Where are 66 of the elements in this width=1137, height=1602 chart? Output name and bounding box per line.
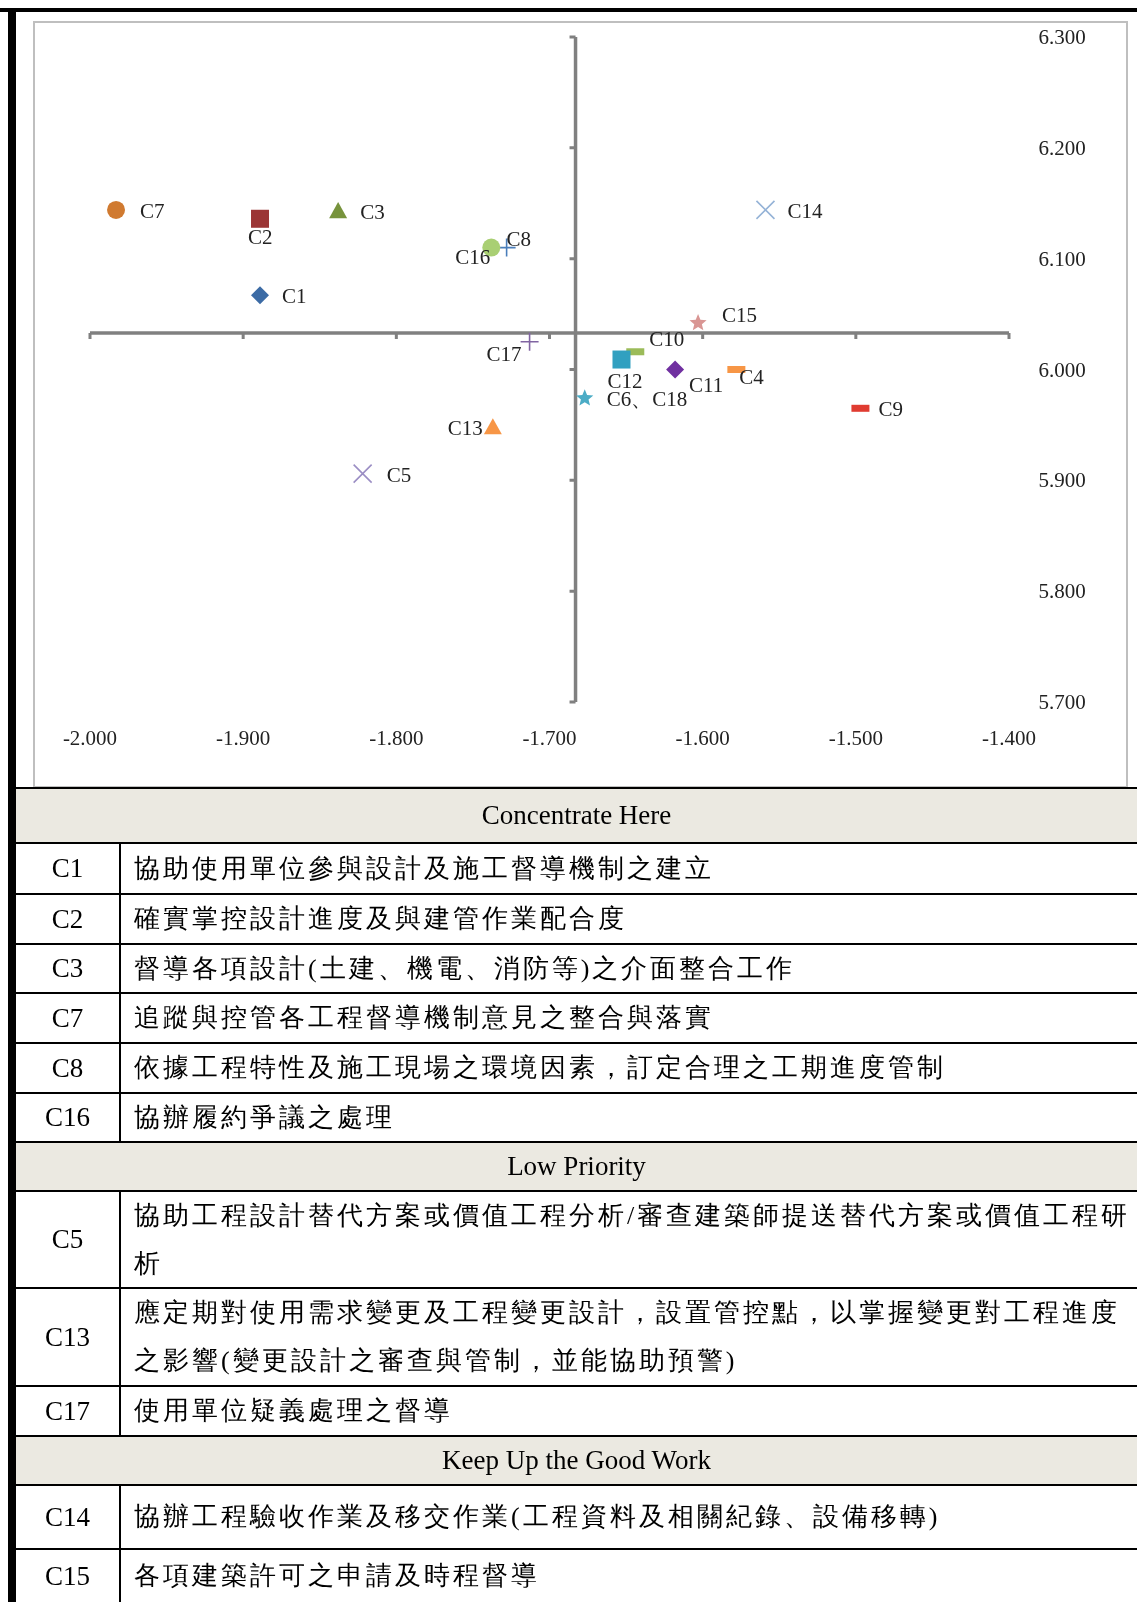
- x-tick-label: -1.800: [369, 726, 424, 750]
- series-label: C13: [447, 416, 483, 441]
- x-tick-label: -2.000: [62, 726, 118, 750]
- series-label: C11: [689, 372, 724, 397]
- text: 依據工程特性及施工現場之環境因素，訂定合理之工期進度管制: [134, 1052, 947, 1084]
- text: C7: [16, 994, 121, 1042]
- text: 追蹤與控管各工程督導機制意見之整合與落實: [134, 1002, 715, 1034]
- x-tick-label: -1.900: [216, 726, 271, 750]
- series-label: C3: [360, 200, 385, 225]
- y-tick-label: 5.800: [1038, 579, 1086, 604]
- series-label: C14: [787, 198, 823, 223]
- point: [612, 350, 631, 369]
- point: [666, 360, 685, 379]
- x-tick-label: -1.400: [981, 726, 1037, 750]
- text: 使用單位疑義處理之督導: [134, 1395, 454, 1427]
- point: [755, 200, 776, 220]
- text: C15: [16, 1550, 121, 1602]
- text: 協辦履約爭議之處理: [134, 1101, 396, 1134]
- text: C5: [16, 1192, 121, 1287]
- series-label: C4: [739, 364, 765, 389]
- y-tick-label: 6.100: [1038, 246, 1086, 271]
- series-label: C8: [506, 226, 532, 251]
- text: 應定期對使用需求變更及工程變更設計，設置管控點，以掌握變更對工程進度之影響(變更設計之審查與管制，並能協助預警): [134, 1297, 1121, 1377]
- x-tick-label: -1.500: [828, 726, 883, 750]
- point: [519, 331, 540, 352]
- series-label: C16: [455, 244, 491, 269]
- series-label: C7: [140, 198, 165, 223]
- point: [352, 463, 373, 484]
- series-label: C5: [386, 462, 412, 487]
- y-tick-label: 6.200: [1038, 135, 1086, 160]
- series-label: C17: [486, 341, 522, 366]
- text: Concentrate Here: [16, 787, 1137, 842]
- y-tick-label: 6.000: [1038, 357, 1086, 382]
- text: C1: [16, 844, 121, 893]
- text: Keep Up the Good Work: [16, 1435, 1137, 1484]
- x-tick-label: -1.700: [522, 726, 577, 750]
- text: C17: [16, 1387, 121, 1435]
- series-label: C1: [282, 284, 307, 309]
- point: [329, 202, 348, 219]
- series-label: C2: [248, 224, 273, 249]
- point: [483, 418, 502, 435]
- x-tick-label: -1.600: [675, 726, 730, 750]
- text: 協助使用單位參與設計及施工督導機制之建立: [134, 852, 715, 885]
- text: 協辦工程驗收作業及移交作業(工程資料及相關紀錄、設備移轉): [134, 1501, 942, 1533]
- text: 督導各項設計(土建、機電、消防等)之介面整合工作: [134, 952, 797, 985]
- y-tick-label: 5.900: [1038, 468, 1086, 493]
- text: Low Priority: [16, 1141, 1137, 1190]
- text: C14: [16, 1486, 121, 1548]
- point: [251, 209, 270, 228]
- series-label: C15: [722, 302, 758, 327]
- text: 確實掌控設計進度及與建管作業配合度: [134, 903, 628, 935]
- series-label: C9: [878, 397, 903, 422]
- point: [251, 286, 270, 305]
- text: C2: [16, 895, 121, 943]
- text: 各項建築許可之申請及時程督導: [134, 1560, 541, 1592]
- text: 協助工程設計替代方案或價值工程分析/審查建築師提送替代方案或價值工程研析: [134, 1199, 1132, 1280]
- text: C3: [16, 945, 121, 992]
- text: C13: [16, 1289, 121, 1385]
- text: C16: [16, 1094, 121, 1141]
- point: [107, 200, 126, 219]
- series-label: C10: [649, 326, 685, 351]
- y-tick-label: 6.300: [1038, 25, 1086, 49]
- text: C8: [16, 1044, 121, 1092]
- point: [576, 389, 594, 406]
- point: [689, 313, 707, 331]
- y-tick-label: 5.700: [1038, 690, 1086, 714]
